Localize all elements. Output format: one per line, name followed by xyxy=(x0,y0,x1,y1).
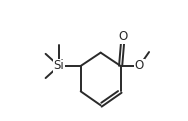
Text: O: O xyxy=(135,59,144,72)
Text: O: O xyxy=(118,30,128,43)
Text: Si: Si xyxy=(54,59,64,72)
